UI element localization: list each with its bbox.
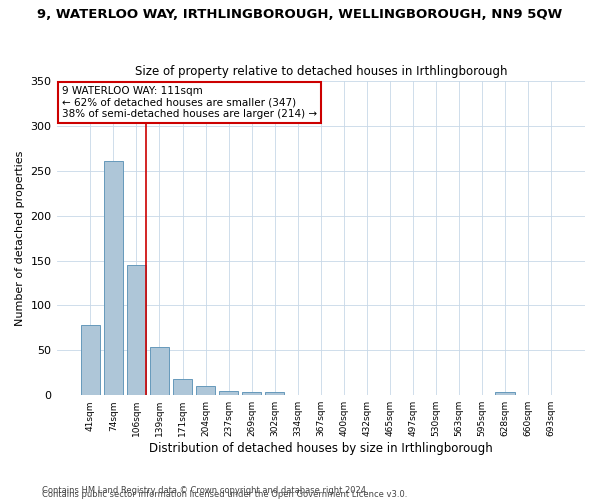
Y-axis label: Number of detached properties: Number of detached properties — [15, 150, 25, 326]
Bar — [149, 346, 169, 395]
Bar — [196, 386, 215, 395]
Text: 9, WATERLOO WAY, IRTHLINGBOROUGH, WELLINGBOROUGH, NN9 5QW: 9, WATERLOO WAY, IRTHLINGBOROUGH, WELLIN… — [37, 8, 563, 20]
Title: Size of property relative to detached houses in Irthlingborough: Size of property relative to detached ho… — [134, 66, 507, 78]
Bar — [104, 161, 123, 395]
Bar — [265, 392, 284, 395]
Text: Contains HM Land Registry data © Crown copyright and database right 2024.: Contains HM Land Registry data © Crown c… — [42, 486, 368, 495]
Bar — [242, 392, 262, 395]
Bar — [173, 379, 193, 395]
Bar — [127, 265, 146, 395]
X-axis label: Distribution of detached houses by size in Irthlingborough: Distribution of detached houses by size … — [149, 442, 493, 455]
Bar — [496, 392, 515, 395]
Bar — [80, 325, 100, 395]
Bar — [219, 390, 238, 395]
Text: Contains public sector information licensed under the Open Government Licence v3: Contains public sector information licen… — [42, 490, 407, 499]
Text: 9 WATERLOO WAY: 111sqm
← 62% of detached houses are smaller (347)
38% of semi-de: 9 WATERLOO WAY: 111sqm ← 62% of detached… — [62, 86, 317, 119]
